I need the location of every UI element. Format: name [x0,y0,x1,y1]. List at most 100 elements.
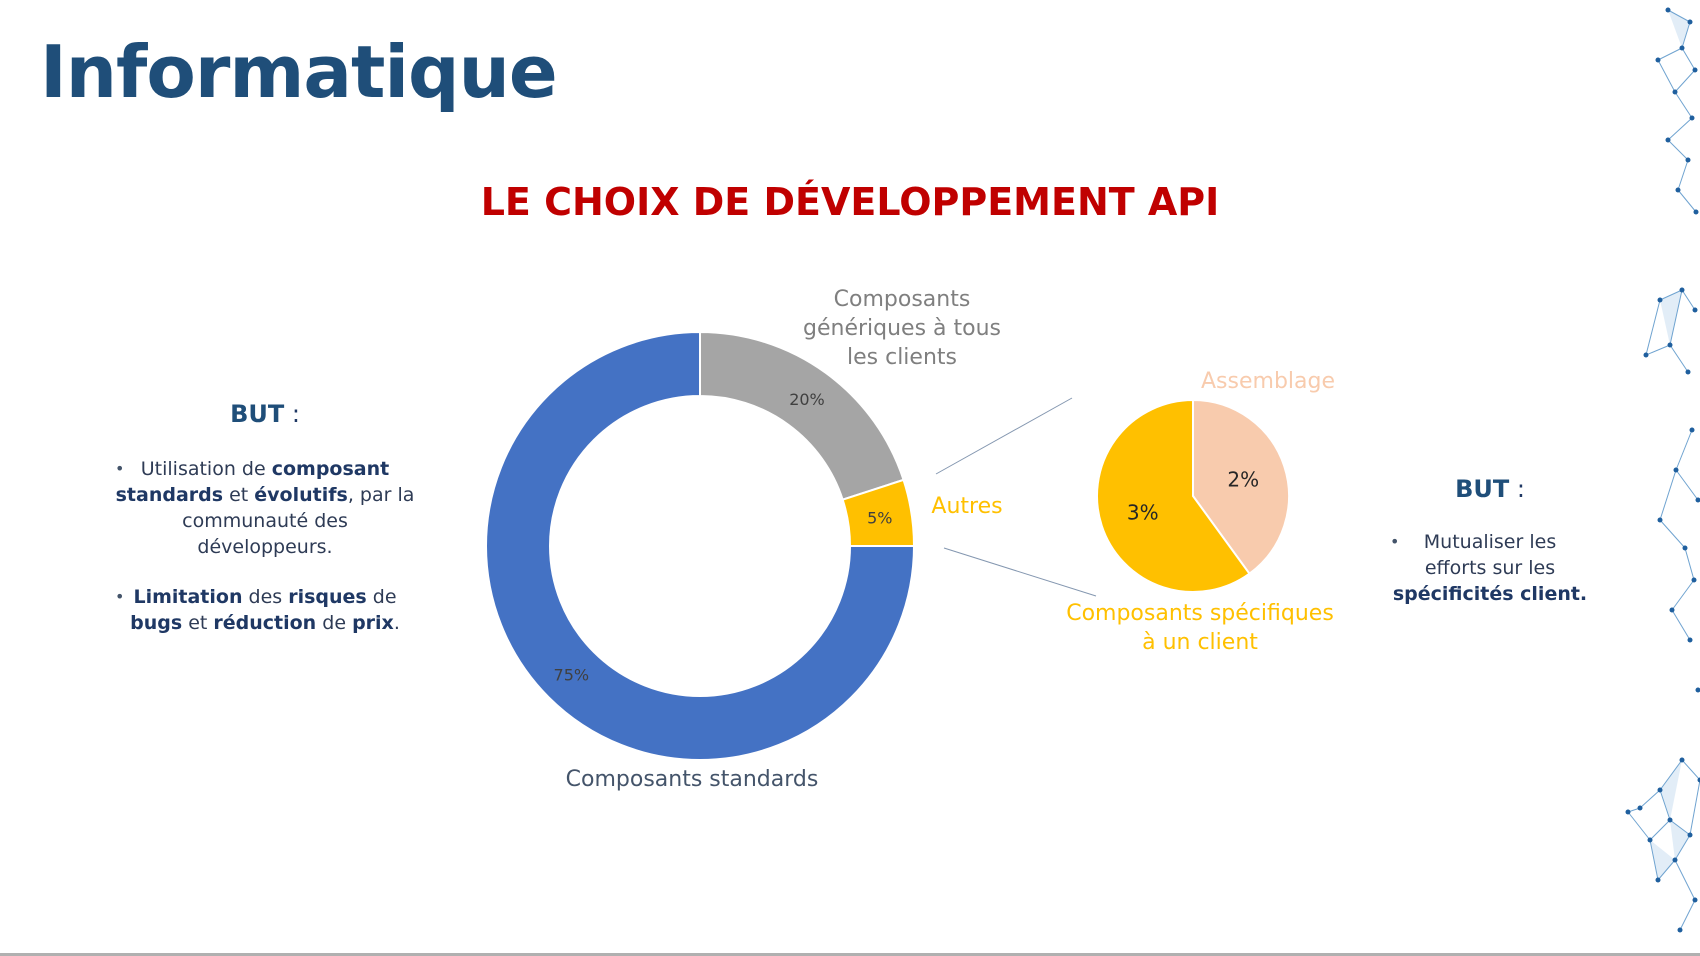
network-node [1665,137,1671,143]
network-edge [1667,9,1691,23]
network-edge [1675,469,1699,501]
network-node [1687,832,1693,838]
network-edge [1657,859,1676,881]
network-edge [1667,117,1693,141]
network-edge [1649,839,1659,881]
left-bullet-list: • Utilisation de composant standards et é… [115,456,415,636]
left-bullet-text: et [182,612,214,634]
network-node [1695,497,1700,503]
left-bullet-text: risques [288,586,367,608]
network-node [1665,7,1671,13]
network-edge [1674,91,1693,119]
left-bullet-1: • Utilisation de composant standards et é… [115,456,415,560]
right-bullet-list: • Mutualiser les efforts sur les spécific… [1390,529,1590,607]
left-bullet-text: composant standards [115,458,390,506]
network-edge [1684,547,1695,581]
network-edge [1669,289,1683,346]
doughnut-value-label: 20% [789,390,825,409]
left-goal-label: BUT [230,400,285,428]
network-facet [1660,290,1682,345]
network-node [1673,467,1679,473]
left-bullet-text: bugs [130,612,183,634]
network-edge [1671,609,1691,641]
network-node [1655,57,1661,63]
network-edge [1627,811,1651,841]
network-facet [1670,820,1690,860]
doughnut-value-label: 5% [867,509,892,528]
sub-pie-value-label: 3% [1127,500,1159,524]
network-edge [1659,789,1671,821]
right-bullet-text: Mutualiser les efforts sur les [1423,531,1557,579]
network-edge [1639,789,1661,809]
network-node [1672,89,1678,95]
network-edge [1645,299,1661,356]
network-node [1679,287,1685,293]
network-node [1691,577,1697,583]
network-node [1657,787,1663,793]
left-bullet-text: . [393,612,400,634]
network-edge [1649,819,1671,841]
right-goal-panel: BUT : • Mutualiser les efforts sur les sp… [1390,475,1590,631]
network-edge [1681,21,1691,49]
sub-pie-value-label: 2% [1227,468,1259,492]
sub-pie-slice-assemblage [1192,398,1290,576]
sub-pie-category-label: Composants spécifiques à un client [1066,601,1334,655]
network-edge [1667,139,1689,161]
right-bullet-marker: • [1390,532,1400,551]
left-goal-heading: BUT : [115,400,415,428]
network-node [1692,897,1698,903]
network-edge [1669,344,1689,373]
doughnut-category-label: Composants standards [566,767,819,792]
network-edge [1659,759,1683,791]
network-node [1695,687,1700,693]
network-edge [1671,579,1695,611]
network-node [1679,45,1685,51]
network-edge [1679,899,1696,931]
left-bullet-text: réduction [213,612,317,634]
network-edge [1674,859,1696,901]
network-decoration-image [1625,7,1700,933]
network-node [1689,427,1695,433]
network-edge [1657,47,1683,61]
network-edge [1675,429,1693,471]
network-edge [1674,834,1691,861]
network-node [1675,187,1681,193]
left-bullet-text: évolutifs [254,484,348,506]
bottom-divider [0,953,1700,956]
network-edge [1674,69,1696,93]
left-bullet-marker: • [115,459,125,478]
left-goal-panel: BUT : • Utilisation de composant standard… [115,400,415,660]
network-edge [1659,519,1686,549]
network-node [1655,877,1661,883]
network-node [1677,927,1683,933]
right-goal-separator: : [1509,475,1525,503]
right-goal-label: BUT [1455,475,1510,503]
network-edge [1681,759,1700,781]
network-edge [1689,779,1700,836]
network-node [1697,777,1700,783]
left-goal-separator: : [284,400,300,428]
network-node [1687,19,1693,25]
network-node [1679,757,1685,763]
network-node [1667,817,1673,823]
sub-pie-slice-composants-specifiques-a-un-client [1096,398,1251,593]
network-edge [1659,469,1677,521]
network-node [1625,809,1631,815]
doughnut-category-label: Autres [931,494,1002,519]
network-node [1685,369,1691,375]
network-edge [1677,159,1689,191]
network-node [1692,67,1698,73]
connector-line-top [935,397,1073,475]
network-edge [1659,289,1683,301]
network-node [1672,857,1678,863]
network-node [1647,837,1653,843]
page-title: Informatique [40,30,558,114]
network-node [1669,607,1675,613]
left-bullet-text: Limitation [133,586,243,608]
network-node [1689,115,1695,121]
left-bullet-text: Utilisation de [140,458,272,480]
network-edge [1681,289,1696,311]
network-facet [1660,760,1682,820]
